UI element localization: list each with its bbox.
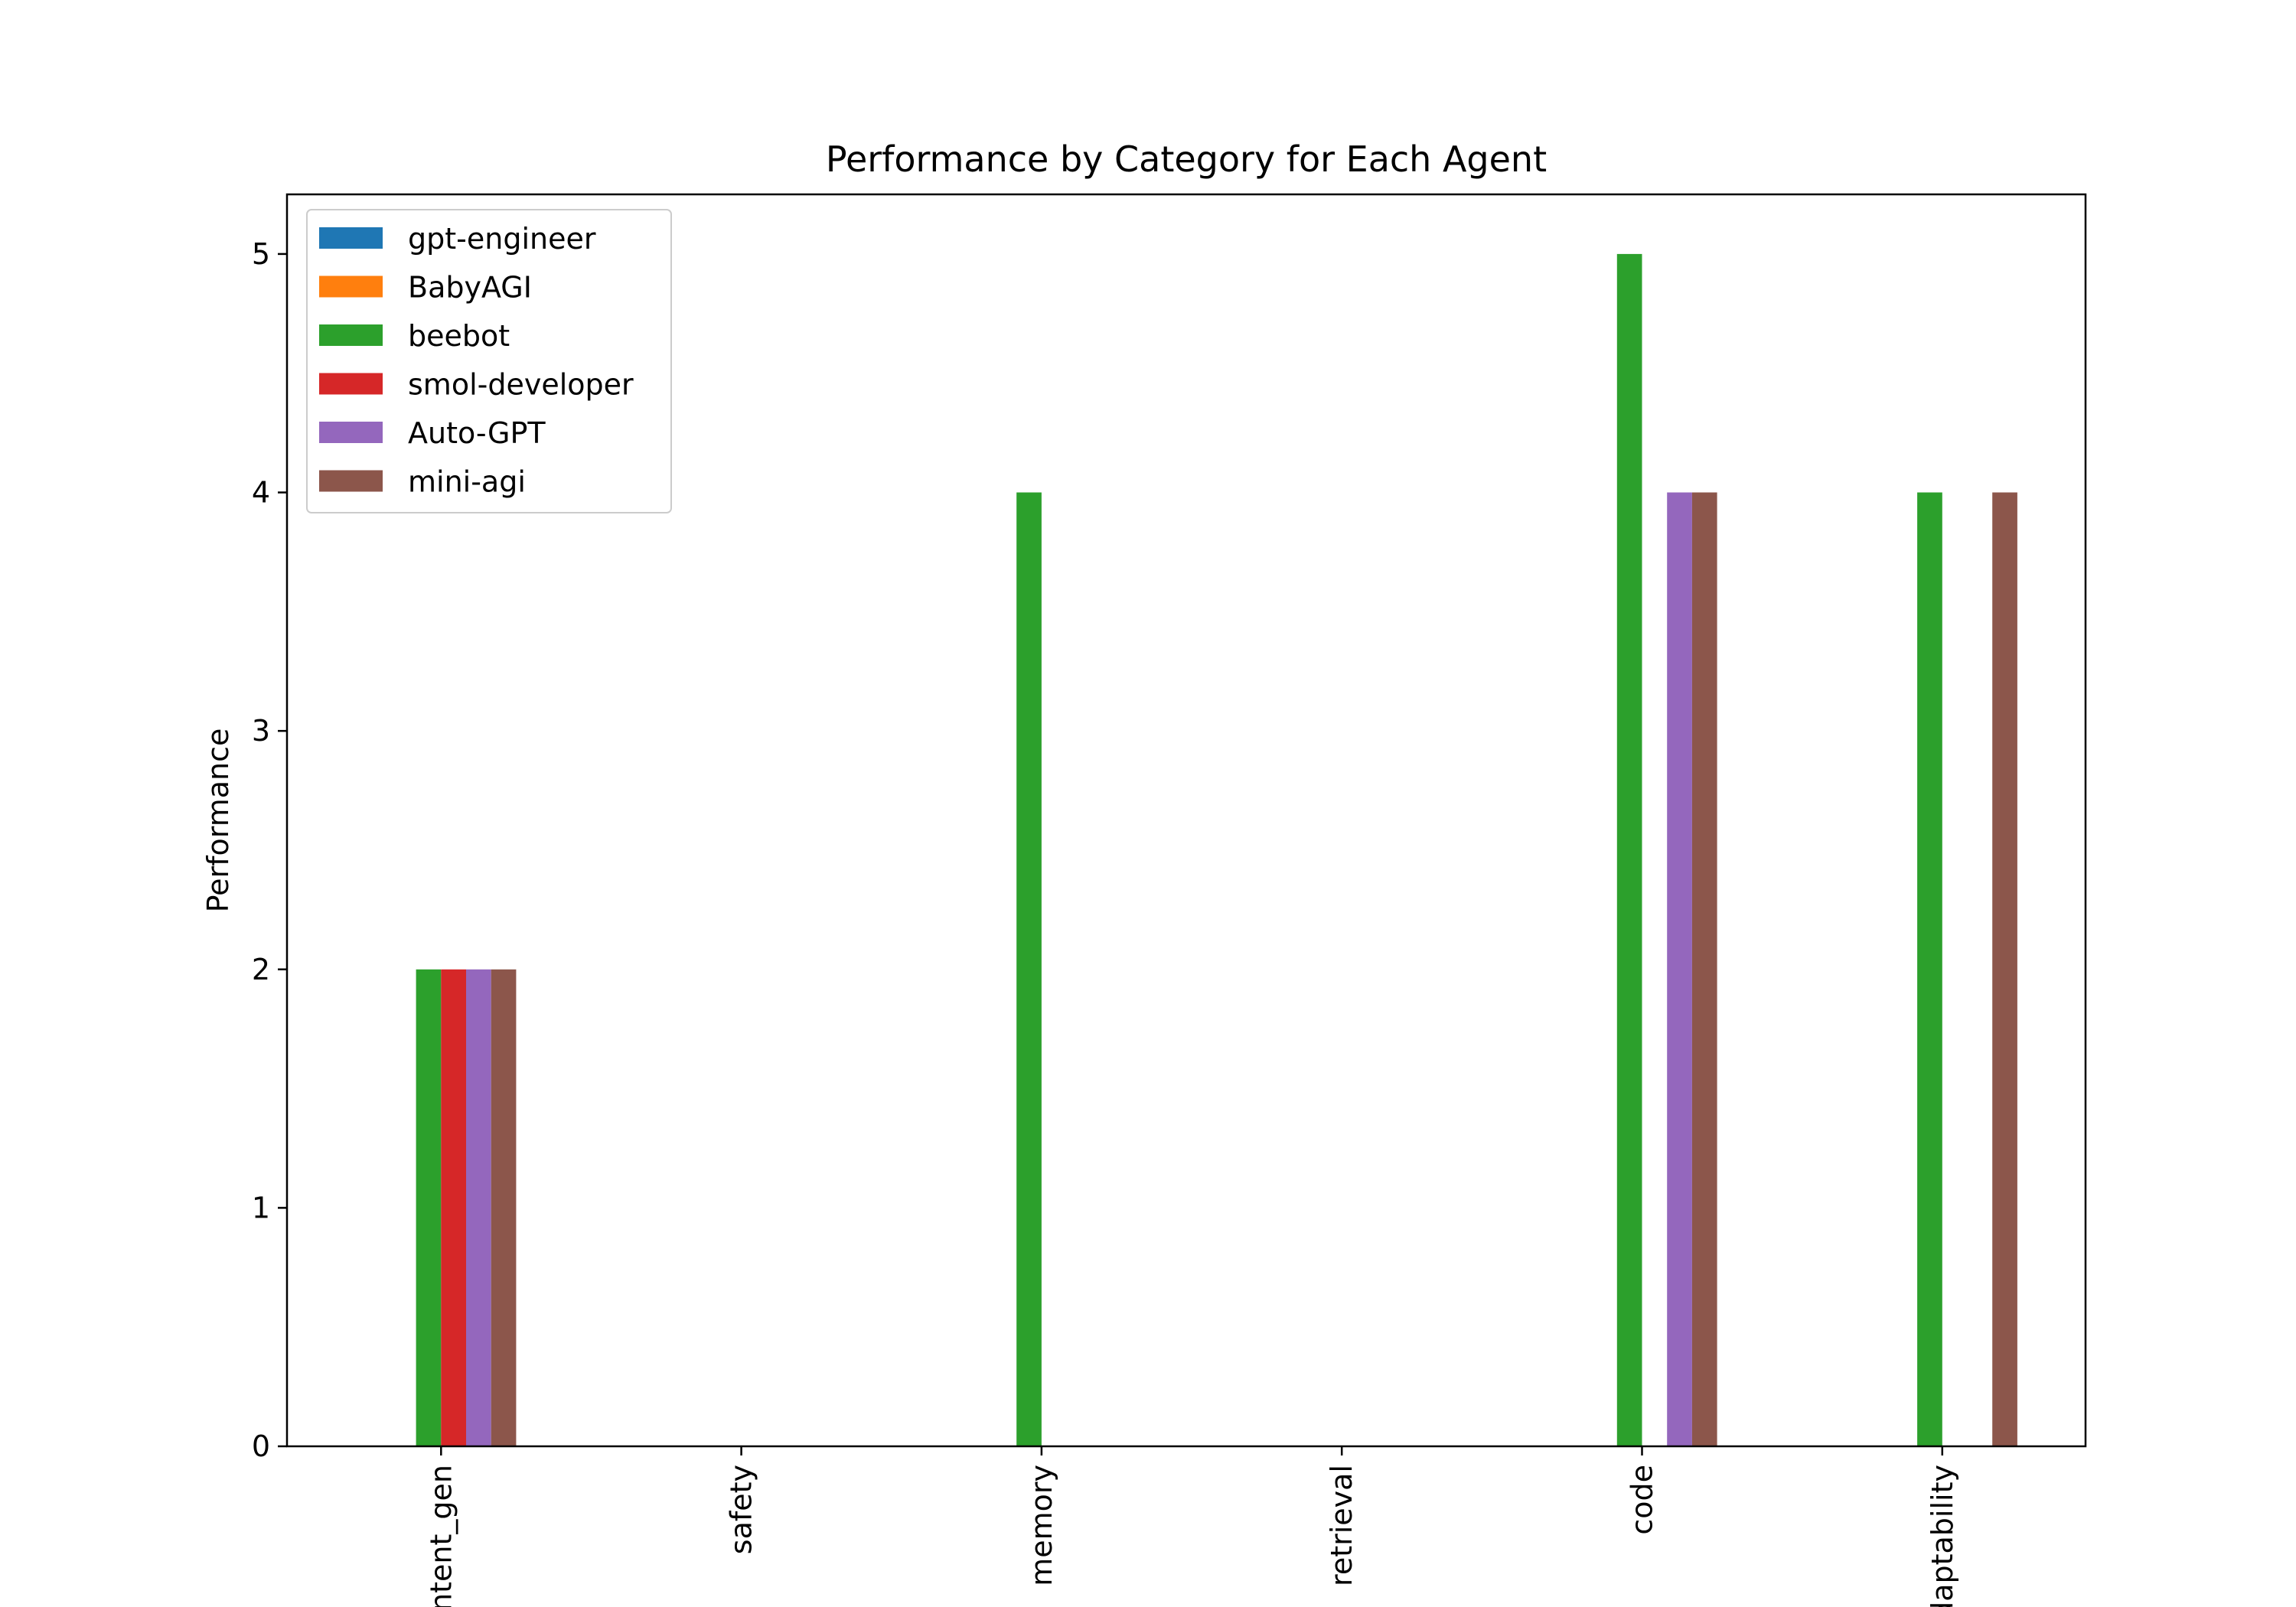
legend-frame: [306, 209, 672, 513]
legend-swatch-beebot: [319, 324, 383, 346]
bar-Auto-GPT-content_gen: [466, 969, 491, 1446]
x-tick-label-safety: safety: [725, 1465, 758, 1554]
x-tick-label-content_gen: content_gen: [424, 1465, 458, 1607]
legend-swatch-gpt-engineer: [319, 227, 383, 249]
legend-label-beebot: beebot: [408, 319, 510, 353]
legend-swatch-Auto-GPT: [319, 422, 383, 443]
legend-swatch-mini-agi: [319, 470, 383, 492]
legend-label-BabyAGI: BabyAGI: [408, 271, 532, 305]
legend-label-Auto-GPT: Auto-GPT: [408, 416, 546, 450]
legend-swatch-BabyAGI: [319, 275, 383, 298]
x-tick-label-retrieval: retrieval: [1325, 1465, 1358, 1586]
x-axis-ticks: content_gen safety memory retrieval code adap…: [424, 1446, 1959, 1607]
y-tick-label: 1: [252, 1191, 270, 1224]
bar-beebot-memory: [1016, 492, 1042, 1446]
y-tick-label: 3: [252, 714, 270, 748]
bar-mini-agi-adaptability: [1992, 492, 2017, 1446]
y-axis-ticks: 0 1 2 3 4 5: [252, 237, 287, 1463]
bar-Auto-GPT-code: [1667, 492, 1692, 1446]
legend-label-gpt-engineer: gpt-engineer: [408, 222, 596, 256]
x-tick-label-adaptability: adaptability: [1926, 1465, 1959, 1607]
y-axis-label: Performance: [201, 729, 235, 913]
bar-smol-developer-content_gen: [441, 969, 466, 1446]
legend-label-mini-agi: mini-agi: [408, 465, 526, 499]
legend: gpt-engineer BabyAGI beebot smol-developer A…: [306, 209, 672, 513]
plot-frame: [285, 193, 2087, 1448]
bar-beebot-code: [1616, 253, 1642, 1446]
bar-beebot-adaptability: [1917, 492, 1942, 1446]
legend-swatch-smol-developer: [319, 373, 383, 395]
bar-beebot-content_gen: [416, 969, 442, 1446]
y-tick-label: 0: [252, 1429, 270, 1463]
chart-title: Performance by Category for Each Agent: [826, 139, 1547, 180]
x-tick-label-code: code: [1626, 1465, 1659, 1535]
bars: [416, 253, 2017, 1446]
y-tick-label: 4: [252, 476, 270, 510]
y-tick-label: 5: [252, 237, 270, 271]
bar-mini-agi-content_gen: [491, 969, 517, 1446]
legend-label-smol-developer: smol-developer: [408, 368, 634, 402]
x-tick-label-memory: memory: [1025, 1465, 1058, 1586]
bar-mini-agi-code: [1691, 492, 1717, 1446]
y-tick-label: 2: [252, 953, 270, 986]
